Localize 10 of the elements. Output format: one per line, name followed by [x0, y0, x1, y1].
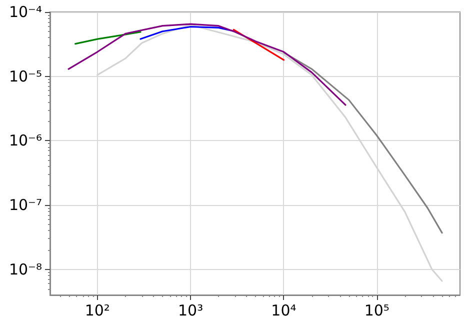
y-tick-label: 10⁻⁶	[8, 132, 42, 150]
y-tick-label: 10⁻⁸	[8, 260, 42, 278]
x-tick-label: 10³	[178, 302, 204, 320]
y-tick-label: 10⁻⁵	[8, 67, 42, 86]
y-tick-label: 10⁻⁴	[8, 3, 42, 21]
x-tick-label: 10⁴	[271, 302, 296, 320]
line-series	[74, 31, 142, 45]
y-tick-label: 10⁻⁷	[8, 196, 42, 214]
x-tick-label: 10²	[84, 302, 110, 320]
x-tick-label: 10⁵	[364, 302, 390, 320]
